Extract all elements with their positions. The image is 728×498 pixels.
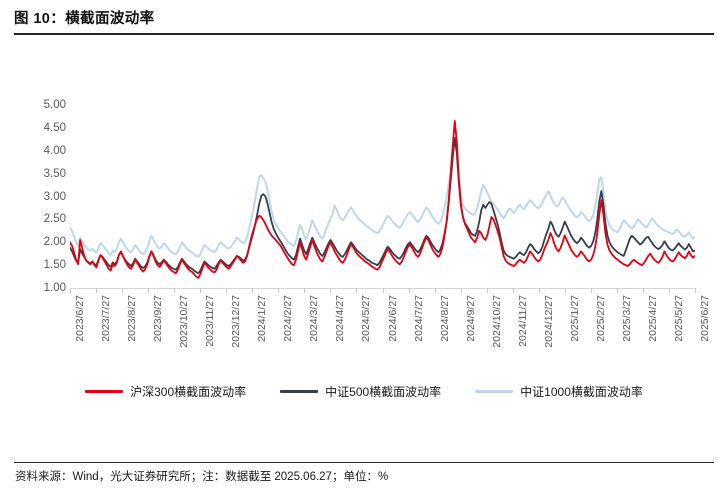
x-axis-tick-label: 2023/11/27 xyxy=(204,295,217,347)
x-axis-tick-label: 2023/8/27 xyxy=(126,295,139,342)
x-axis-tick-label: 2023/9/27 xyxy=(152,295,165,342)
x-axis-tick-mark xyxy=(356,288,358,293)
figure-title-bar: 图 10：横截面波动率 xyxy=(0,0,728,34)
x-axis-tick-label: 2023/10/27 xyxy=(178,295,191,348)
y-axis-tick-label: 2.00 xyxy=(43,236,66,249)
legend-item-label: 沪深300横截面波动率 xyxy=(130,384,247,399)
x-axis-tick-mark xyxy=(642,288,644,293)
chart-legend: 沪深300横截面波动率 中证500横截面波动率 中证1000横截面波动率 xyxy=(0,380,728,402)
y-axis: 1.00 1.50 2.00 2.50 3.00 3.50 4.00 4.50 5.00 xyxy=(20,99,66,300)
chart-series-line xyxy=(70,138,695,258)
x-axis-tick-label: 2025/3/27 xyxy=(620,295,633,342)
y-axis-tick-label: 1.00 xyxy=(43,282,66,294)
x-axis-tick-mark xyxy=(382,288,384,293)
x-axis-tick-mark xyxy=(590,288,592,293)
x-axis-tick-mark xyxy=(278,288,280,293)
legend-color-swatch xyxy=(475,389,514,393)
y-axis-tick-label: 3.00 xyxy=(43,190,66,203)
x-axis-tick-mark xyxy=(460,288,462,293)
footer-divider xyxy=(14,462,714,463)
x-axis-tick-label: 2024/2/27 xyxy=(282,295,295,342)
x-axis-tick-label: 2024/9/27 xyxy=(464,295,477,342)
x-axis-tick-label: 2024/12/27 xyxy=(542,295,555,348)
x-axis-tick-label: 2024/6/27 xyxy=(386,295,399,342)
x-axis-tick-mark xyxy=(304,288,306,293)
x-axis-tick-mark xyxy=(148,288,150,293)
x-axis-tick-mark xyxy=(434,288,436,293)
legend-item-label: 中证500横截面波动率 xyxy=(325,384,442,399)
x-axis-tick-label: 2024/8/27 xyxy=(438,295,451,342)
x-axis-tick-label: 2025/4/27 xyxy=(646,295,659,342)
x-axis-tick-mark xyxy=(538,288,540,293)
x-axis-tick-label: 2025/2/27 xyxy=(594,295,607,342)
legend-item-label: 中证1000横截面波动率 xyxy=(520,384,643,399)
legend-item[interactable]: 中证1000横截面波动率 xyxy=(475,383,643,400)
x-axis-tick-mark xyxy=(252,288,254,293)
chart-lines-svg xyxy=(70,120,695,279)
x-axis-tick-label: 2025/1/27 xyxy=(568,295,581,342)
x-axis-tick-mark xyxy=(564,288,566,293)
x-axis-tick-mark xyxy=(200,288,202,293)
y-axis-tick-label: 1.50 xyxy=(43,259,66,272)
x-axis-tick-mark xyxy=(330,288,332,293)
y-axis-tick-label: 4.00 xyxy=(43,144,66,157)
x-axis-tick-label: 2024/1/27 xyxy=(256,295,269,342)
x-axis-tick-mark xyxy=(96,288,98,293)
legend-item[interactable]: 沪深300横截面波动率 xyxy=(85,383,246,400)
x-axis-tick-label: 2024/10/27 xyxy=(490,295,503,348)
x-axis-tick-mark xyxy=(512,288,514,293)
x-axis-tick-label: 2023/12/27 xyxy=(230,295,243,348)
x-axis-tick-mark xyxy=(226,288,228,293)
chart-plot-area xyxy=(70,105,695,288)
y-axis-tick-label: 2.50 xyxy=(43,213,66,226)
legend-color-swatch xyxy=(280,389,319,393)
x-axis-tick-label: 2024/7/27 xyxy=(412,295,425,342)
x-axis-tick-label: 2024/4/27 xyxy=(334,295,347,342)
x-axis-tick-label: 2025/6/27 xyxy=(699,295,711,342)
legend-color-swatch xyxy=(85,389,124,393)
x-axis-tick-label: 2024/11/27 xyxy=(516,295,529,347)
x-axis-tick-label: 2024/5/27 xyxy=(360,295,373,342)
x-axis-tick-mark xyxy=(486,288,488,293)
x-axis-tick-label: 2025/5/27 xyxy=(672,295,685,342)
chart-series-line xyxy=(70,120,695,279)
y-axis-tick-label: 4.50 xyxy=(43,121,66,134)
page-title: 图 10：横截面波动率 xyxy=(14,10,155,27)
x-axis-tick-mark xyxy=(668,288,670,293)
legend-item[interactable]: 中证500横截面波动率 xyxy=(280,383,441,400)
x-axis-tick-label: 2023/7/27 xyxy=(100,295,113,342)
title-divider xyxy=(14,33,714,35)
x-axis-tick-mark xyxy=(70,288,71,293)
x-axis: 2023/6/27 2023/7/27 2023/8/27 2023/9/27 2023… xyxy=(70,288,711,358)
x-axis-tick-label: 2024/3/27 xyxy=(308,295,321,342)
x-axis-tick-mark xyxy=(695,288,696,293)
chart-series-line xyxy=(70,137,695,275)
y-axis-tick-label: 5.00 xyxy=(43,99,66,111)
x-axis-tick-mark xyxy=(408,288,410,293)
x-axis-tick-mark xyxy=(174,288,176,293)
x-axis-tick-mark xyxy=(616,288,618,293)
y-axis-tick-label: 3.50 xyxy=(43,167,66,180)
source-note: 资料来源：Wind，光大证券研究所；注：数据截至 2025.06.27；单位：% xyxy=(15,471,389,483)
x-axis-tick-label: 2023/6/27 xyxy=(74,295,86,342)
x-axis-tick-mark xyxy=(122,288,124,293)
